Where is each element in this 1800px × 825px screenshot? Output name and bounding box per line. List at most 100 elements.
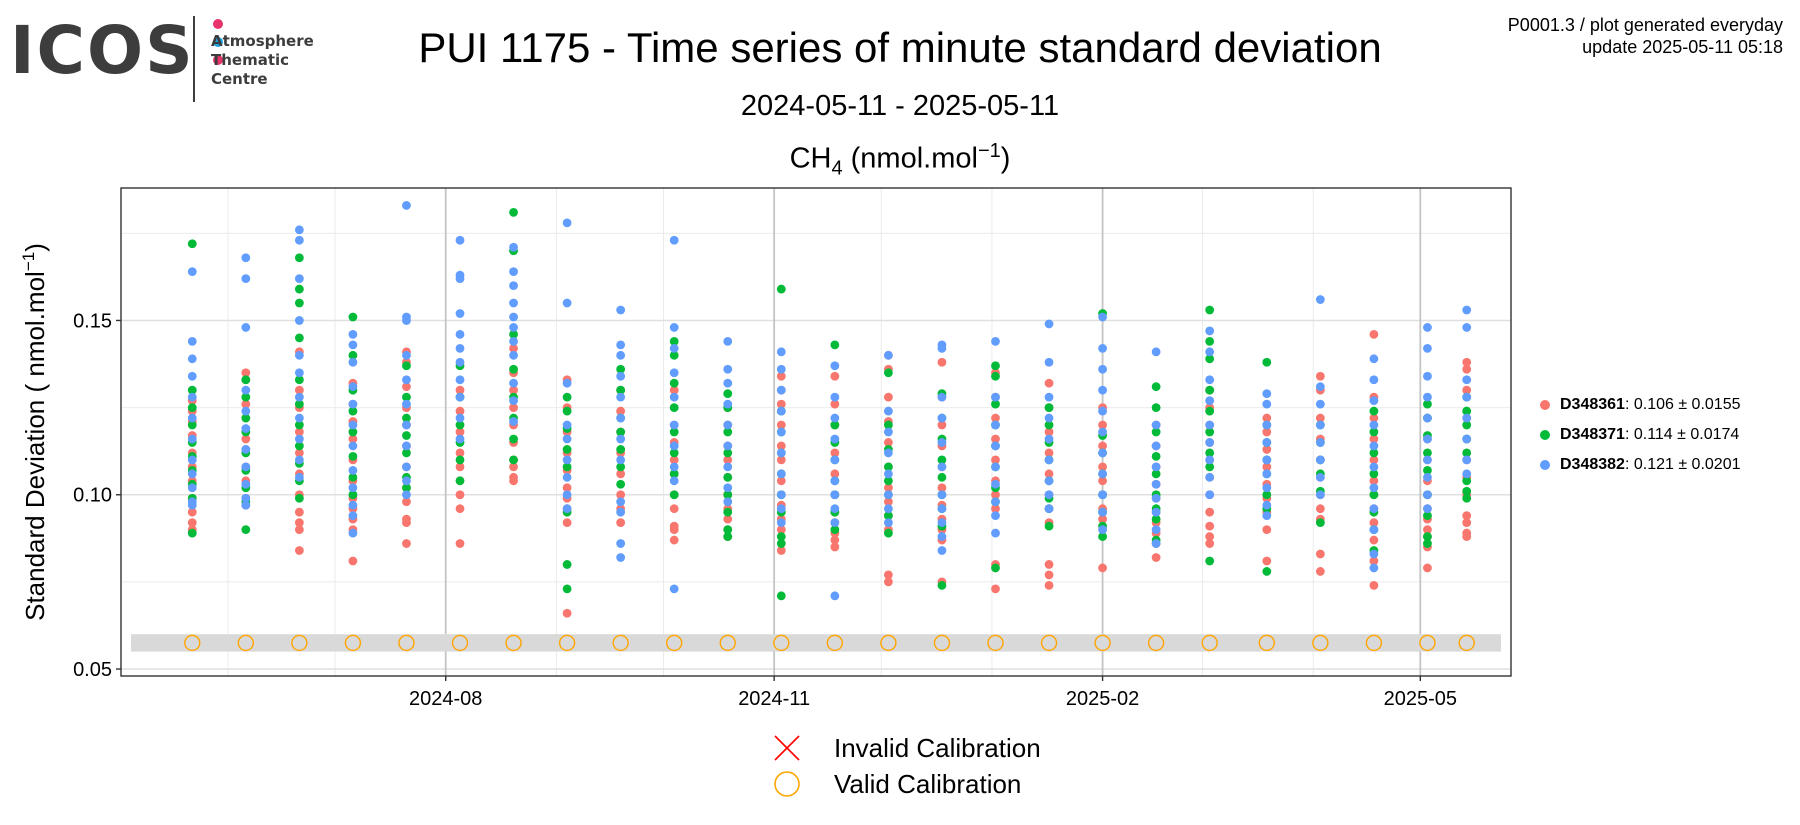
data-point [1098, 514, 1107, 524]
data-point [241, 392, 251, 402]
data-point [1423, 392, 1432, 402]
data-point [348, 528, 358, 538]
data-point [1205, 539, 1215, 548]
data-point [991, 361, 1000, 371]
logo-dot [213, 19, 223, 29]
data-point [669, 378, 679, 388]
data-point [1151, 452, 1161, 461]
legend-dot [1540, 460, 1550, 470]
data-point [1205, 507, 1215, 517]
data-point [1044, 504, 1054, 514]
data-point [723, 532, 733, 541]
data-point [241, 375, 251, 385]
data-point [1315, 490, 1325, 500]
plot-panel [121, 188, 1511, 676]
data-point [1423, 525, 1432, 534]
data-point [776, 364, 786, 374]
logo-brand: ICOS [10, 12, 195, 89]
data-point [937, 357, 947, 367]
data-point [348, 452, 358, 461]
data-point [562, 392, 572, 402]
data-point [294, 546, 304, 555]
data-point [1262, 399, 1272, 409]
data-point [1262, 483, 1272, 493]
data-point [348, 465, 358, 475]
data-point [1098, 406, 1107, 416]
data-point [402, 392, 411, 402]
data-point [1044, 434, 1054, 444]
data-point [348, 350, 358, 360]
data-point [883, 350, 893, 360]
data-point [1369, 476, 1379, 486]
data-point [1044, 448, 1054, 458]
data-point [509, 434, 518, 444]
data-point [669, 420, 679, 430]
data-point [669, 535, 679, 545]
data-point [1151, 462, 1161, 472]
data-point [883, 528, 893, 538]
data-point [937, 343, 947, 353]
data-point [1369, 469, 1379, 479]
data-point [402, 441, 411, 451]
data-point [1315, 567, 1325, 576]
data-point [1098, 563, 1107, 573]
data-point [1262, 511, 1272, 521]
species-unit-pre: (nmol.mol [842, 142, 978, 175]
data-point [241, 500, 251, 510]
data-point [1369, 518, 1379, 528]
data-point [1369, 580, 1379, 590]
data-point [562, 406, 572, 416]
data-point [991, 511, 1000, 521]
calibration-marker [933, 634, 951, 652]
data-point [1462, 493, 1472, 503]
data-point [294, 316, 304, 325]
x-tick-label: 2024-11 [738, 688, 810, 710]
data-point [1044, 378, 1054, 388]
data-point [187, 385, 197, 395]
data-point [616, 553, 626, 562]
calibration-marker [1365, 634, 1383, 652]
data-point [455, 375, 465, 385]
legend-series-id: D348361 [1560, 396, 1625, 413]
data-point [991, 441, 1000, 451]
data-point [723, 420, 733, 430]
data-point [348, 472, 358, 482]
data-point [776, 525, 786, 534]
data-point [1151, 539, 1161, 548]
data-point [348, 490, 358, 500]
data-point [776, 420, 786, 430]
data-point [1369, 396, 1379, 406]
data-point [455, 235, 465, 245]
y-axis-title: Standard Deviation ( nmol.mol−1) [19, 243, 50, 621]
data-point [616, 406, 626, 416]
data-point [241, 385, 251, 395]
data-point [1462, 420, 1472, 430]
data-point [1369, 406, 1379, 416]
data-point [830, 525, 840, 534]
data-point [830, 413, 840, 423]
data-point [1044, 319, 1054, 329]
data-point [1462, 364, 1472, 374]
data-point [509, 267, 518, 277]
data-point [1462, 486, 1472, 496]
data-point [776, 427, 786, 437]
data-point [1205, 385, 1215, 395]
data-point [187, 413, 197, 423]
data-point [402, 375, 411, 385]
data-point [509, 378, 518, 388]
data-point [348, 483, 358, 493]
data-point [991, 497, 1000, 507]
data-point [402, 201, 411, 210]
legend-valid-calibration: Valid Calibration [772, 766, 1041, 802]
data-point [1262, 445, 1272, 454]
data-point [294, 385, 304, 395]
logo-subtitle: Atmosphere Thematic Centre [211, 32, 314, 89]
data-point [1151, 479, 1161, 489]
data-point [241, 525, 251, 534]
data-point [723, 525, 733, 534]
legend-item: D348382: 0.121 ± 0.0201 [1540, 450, 1741, 480]
data-point [616, 427, 626, 437]
data-point [455, 343, 465, 353]
data-point [562, 420, 572, 430]
